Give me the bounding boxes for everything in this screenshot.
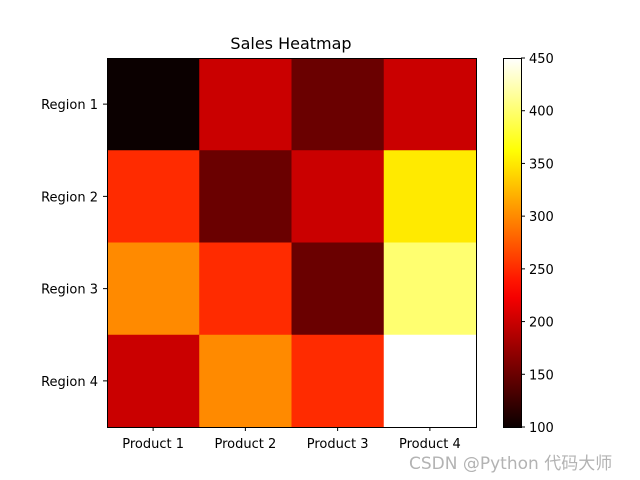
colorbar-frame <box>503 58 522 428</box>
colorbar-tick-label: 200 <box>529 316 554 331</box>
heatmap-cell <box>107 58 200 151</box>
heatmap-cell <box>107 334 200 428</box>
x-tick-label: Product 4 <box>399 437 461 452</box>
x-tick-label: Product 1 <box>122 437 184 452</box>
y-tick-label: Region 3 <box>41 283 98 298</box>
colorbar-tick-label: 450 <box>529 52 554 67</box>
colorbar-tick-label: 400 <box>529 105 554 120</box>
heatmap-cell <box>199 58 292 151</box>
colorbar-tick-label: 350 <box>529 157 554 172</box>
heatmap-cell <box>291 58 385 151</box>
y-tick-label: Region 4 <box>41 375 98 390</box>
colorbar-tick-label: 150 <box>529 368 554 383</box>
heatmap-cell <box>107 242 200 336</box>
heatmap-cell <box>107 150 200 243</box>
heatmap-cell <box>199 334 292 428</box>
heatmap-cell <box>383 334 477 428</box>
colorbar-tick-label: 250 <box>529 263 554 278</box>
heatmap-cell <box>291 150 385 243</box>
colorbar-ticks: 100 150 200 250 300 350 400 450 <box>521 52 554 436</box>
x-tick-label: Product 3 <box>307 437 369 452</box>
plot-frame <box>107 58 477 428</box>
heatmap-cell <box>383 242 477 336</box>
heatmap-cell <box>383 150 477 243</box>
heatmap-cell <box>383 58 477 151</box>
y-tick-label: Region 1 <box>41 98 98 113</box>
colorbar <box>503 58 521 427</box>
y-axis-ticks: Region 1 Region 2 Region 3 Region 4 <box>41 98 107 390</box>
x-axis-ticks: Product 1 Product 2 Product 3 Product 4 <box>122 427 461 452</box>
heatmap-cells <box>107 58 477 428</box>
heatmap-cell <box>291 334 385 428</box>
heatmap-cell <box>291 242 385 336</box>
colorbar-tick-label: 300 <box>529 210 554 225</box>
colorbar-tick-label: 100 <box>529 421 554 436</box>
heatmap-cell <box>199 242 292 336</box>
heatmap-cell <box>199 150 292 243</box>
chart-title: Sales Heatmap <box>230 34 351 53</box>
x-tick-label: Product 2 <box>214 437 276 452</box>
watermark-text: CSDN @Python 代码大师 <box>409 454 613 474</box>
y-tick-label: Region 2 <box>41 190 98 205</box>
